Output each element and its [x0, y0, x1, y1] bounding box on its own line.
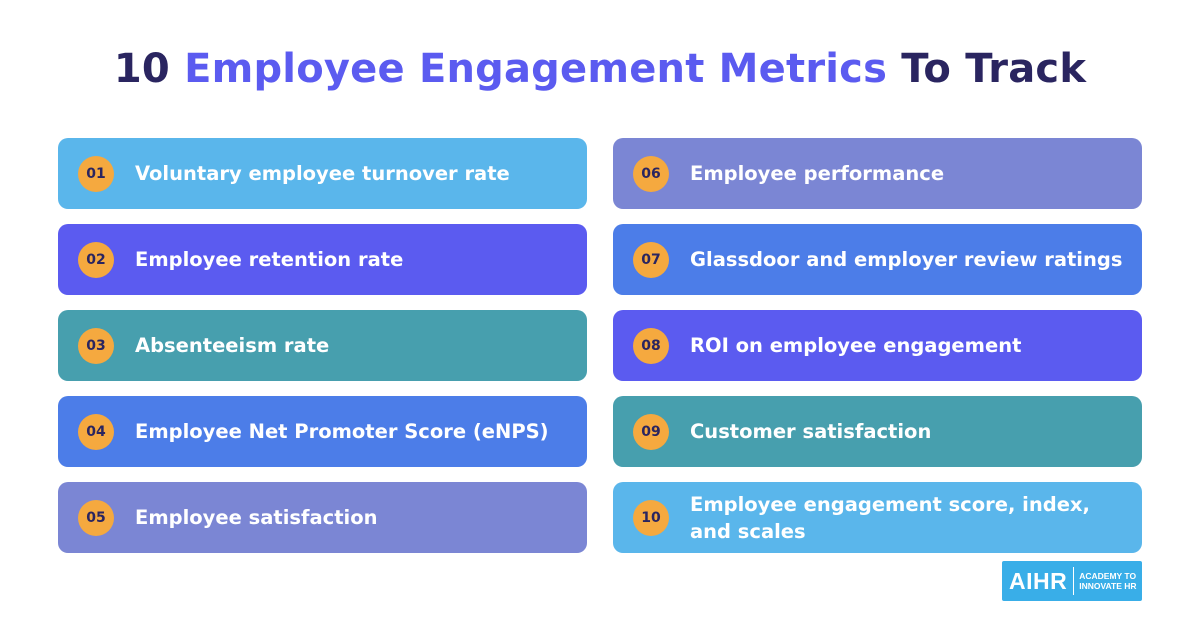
- metric-card-05: 05 Employee satisfaction: [58, 482, 587, 553]
- metric-card-08: 08 ROI on employee engagement: [613, 310, 1142, 381]
- title-rest: To Track: [901, 46, 1087, 92]
- metric-label: Employee engagement score, index, and sc…: [690, 492, 1090, 543]
- metric-label: Customer satisfaction: [690, 420, 932, 443]
- metrics-column-right: 06 Employee performance 07 Glassdoor and…: [613, 138, 1142, 568]
- metric-label: Employee satisfaction: [135, 506, 378, 529]
- metric-number-badge: 02: [78, 241, 114, 278]
- metric-number-badge: 03: [78, 327, 114, 364]
- metric-label: Employee Net Promoter Score (eNPS): [135, 420, 549, 443]
- metric-card-04: 04 Employee Net Promoter Score (eNPS): [58, 396, 587, 467]
- metrics-column-left: 01 Voluntary employee turnover rate 02 E…: [58, 138, 587, 568]
- metric-card-03: 03 Absenteeism rate: [58, 310, 587, 381]
- title-number: 10: [113, 46, 170, 92]
- metric-label: Employee performance: [690, 162, 945, 185]
- metric-number-badge: 07: [633, 241, 669, 278]
- metric-card-09: 09 Customer satisfaction: [613, 396, 1142, 467]
- metric-number-badge: 06: [633, 155, 669, 192]
- metric-card-06: 06 Employee performance: [613, 138, 1142, 209]
- logo-tagline-line1: ACADEMY TO: [1079, 571, 1137, 581]
- title-highlight: Employee Engagement Metrics: [184, 46, 888, 92]
- logo-wordmark: AIHR: [1009, 567, 1068, 594]
- metric-label: Absenteeism rate: [135, 334, 330, 357]
- metric-number-badge: 10: [633, 499, 669, 536]
- metric-card-01: 01 Voluntary employee turnover rate: [58, 138, 587, 209]
- metric-number-badge: 05: [78, 499, 114, 536]
- metric-label: Glassdoor and employer review ratings: [690, 248, 1123, 271]
- metric-label: Voluntary employee turnover rate: [135, 162, 510, 185]
- metric-label: Employee retention rate: [135, 248, 404, 271]
- metric-label: ROI on employee engagement: [690, 334, 1022, 357]
- metric-number-badge: 08: [633, 327, 669, 364]
- logo-tagline-line2: INNOVATE HR: [1079, 581, 1137, 591]
- logo-divider: [1073, 567, 1075, 595]
- logo-tagline: ACADEMY TO INNOVATE HR: [1079, 571, 1141, 591]
- page-title: 10 Employee Engagement Metrics To Track: [0, 46, 1200, 92]
- metric-card-10: 10 Employee engagement score, index, and…: [613, 482, 1142, 553]
- metric-card-02: 02 Employee retention rate: [58, 224, 587, 295]
- metric-number-badge: 04: [78, 413, 114, 450]
- aihr-logo: AIHR ACADEMY TO INNOVATE HR: [1002, 561, 1142, 601]
- metric-card-07: 07 Glassdoor and employer review ratings: [613, 224, 1142, 295]
- metric-number-badge: 09: [633, 413, 669, 450]
- metric-number-badge: 01: [78, 155, 114, 192]
